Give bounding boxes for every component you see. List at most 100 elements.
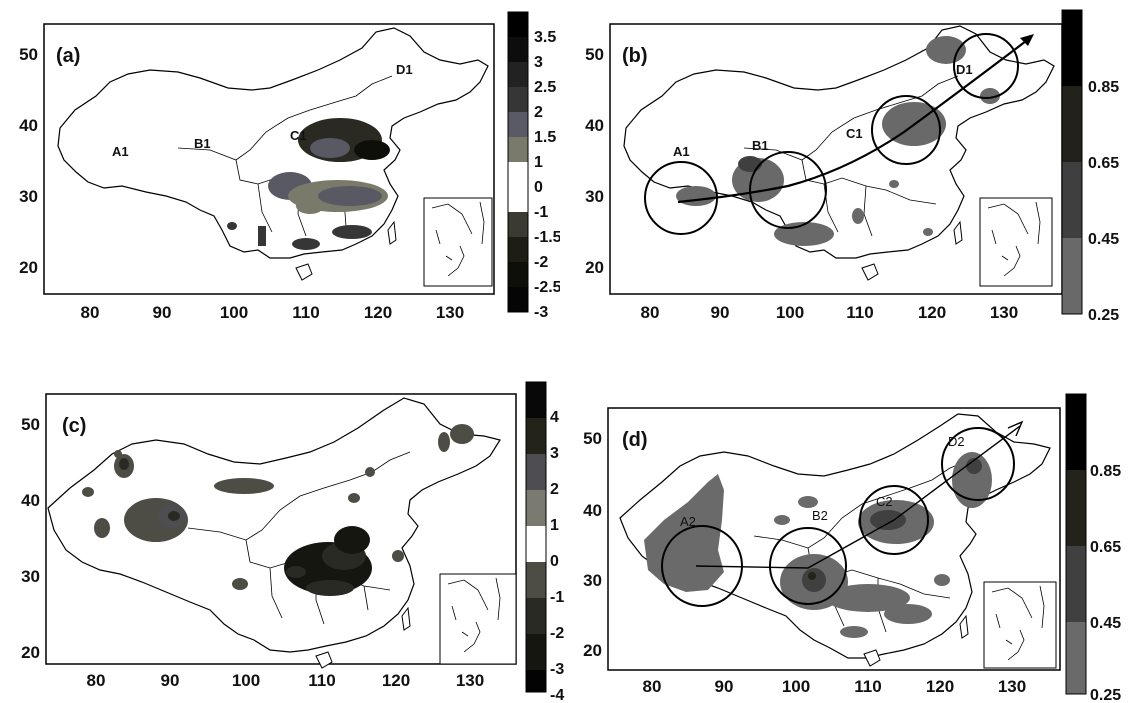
colorbar-tick: 2.5 bbox=[534, 79, 556, 96]
colorbar-tick: -4 bbox=[550, 687, 564, 703]
colorbar-ticks: 3.5 3 2.5 2 1.5 1 0 -1 -1.5 -2 -2.5 -3 bbox=[534, 29, 560, 321]
china-outline bbox=[623, 25, 1055, 259]
panel-label: (d) bbox=[622, 429, 648, 451]
region-label-c2: C2 bbox=[876, 494, 893, 509]
south-china-sea-inset bbox=[423, 197, 493, 287]
colorbar-tick: 1 bbox=[534, 154, 543, 171]
colorbar-tick: 3 bbox=[550, 445, 559, 462]
y-tick: 40 bbox=[19, 116, 38, 135]
x-tick: 80 bbox=[87, 671, 106, 690]
propagation-arrow bbox=[695, 425, 1021, 569]
colorbar-tick: 2 bbox=[534, 104, 543, 121]
colorbar-tick: -1 bbox=[534, 204, 548, 221]
colorbar-tick: -2 bbox=[550, 625, 564, 642]
x-tick: 130 bbox=[998, 677, 1026, 696]
colorbar bbox=[1061, 9, 1083, 315]
region-label-c1: C1 bbox=[846, 126, 863, 141]
taiwan-island bbox=[387, 220, 397, 245]
x-tick: 110 bbox=[292, 303, 319, 322]
region-label-b2: B2 bbox=[812, 508, 828, 523]
region-label-d2: D2 bbox=[948, 434, 965, 449]
y-axis: 50 40 30 20 bbox=[583, 429, 602, 660]
x-tick: 130 bbox=[436, 303, 464, 322]
colorbar-tick: 0.85 bbox=[1088, 79, 1119, 96]
panel-label: (a) bbox=[56, 45, 80, 67]
panel-label: (c) bbox=[62, 415, 86, 437]
x-axis: 80 90 100 110 120 130 bbox=[87, 671, 485, 690]
x-tick: 100 bbox=[232, 671, 260, 690]
colorbar-tick: 0 bbox=[550, 553, 559, 570]
x-tick: 80 bbox=[81, 303, 100, 322]
colorbar-ticks: 4 3 2 1 0 -1 -2 -3 -4 bbox=[550, 409, 564, 703]
region-label-a1: A1 bbox=[112, 144, 129, 159]
y-tick: 20 bbox=[21, 643, 40, 662]
colorbar-tick: 1.5 bbox=[534, 129, 556, 146]
china-outline bbox=[619, 413, 1051, 659]
map-frame bbox=[45, 393, 517, 665]
colorbar-tick: -3 bbox=[534, 304, 548, 321]
y-tick: 40 bbox=[585, 116, 604, 135]
y-tick: 30 bbox=[583, 571, 602, 590]
colorbar-tick: 4 bbox=[550, 409, 559, 426]
taiwan-island bbox=[953, 220, 963, 245]
y-tick: 20 bbox=[19, 258, 38, 277]
anomaly-contours bbox=[82, 424, 474, 596]
panel-a: (a) A1 B1 C1 D1 50 40 30 20 80 90 100 11… bbox=[19, 11, 560, 322]
x-axis: 80 90 100 110 120 130 bbox=[81, 303, 465, 322]
x-tick: 90 bbox=[161, 671, 180, 690]
colorbar-tick: 1 bbox=[550, 517, 559, 534]
region-circles bbox=[661, 427, 1015, 607]
y-axis: 50 40 30 20 bbox=[585, 45, 604, 277]
south-china-sea-inset bbox=[979, 197, 1053, 287]
y-tick: 20 bbox=[583, 641, 602, 660]
colorbar-tick: 3.5 bbox=[534, 29, 556, 46]
y-tick: 30 bbox=[585, 187, 604, 206]
anomaly-contours bbox=[227, 118, 390, 250]
y-axis: 50 40 30 20 bbox=[19, 45, 38, 277]
region-circle-c1 bbox=[871, 95, 941, 165]
x-tick: 120 bbox=[926, 677, 954, 696]
hainan-island bbox=[315, 651, 333, 669]
colorbar bbox=[507, 11, 529, 313]
arrowhead-icon bbox=[1007, 420, 1024, 437]
x-tick: 130 bbox=[456, 671, 484, 690]
arrowhead-icon bbox=[1020, 34, 1034, 46]
colorbar-tick: 0.45 bbox=[1088, 231, 1119, 248]
colorbar-tick: 0.25 bbox=[1088, 307, 1119, 324]
x-tick: 90 bbox=[715, 677, 734, 696]
x-tick: 100 bbox=[776, 303, 804, 322]
hainan-island bbox=[295, 263, 313, 281]
hainan-island bbox=[863, 649, 881, 667]
region-label-c1: C1 bbox=[290, 128, 307, 143]
region-label-b1: B1 bbox=[752, 138, 769, 153]
region-circle-a2 bbox=[661, 525, 743, 607]
x-axis: 80 90 100 110 120 130 bbox=[641, 303, 1019, 322]
x-tick: 90 bbox=[711, 303, 730, 322]
colorbar-tick: -2 bbox=[534, 254, 548, 271]
colorbar-tick: 0.65 bbox=[1090, 539, 1121, 556]
region-label-d1: D1 bbox=[396, 62, 413, 77]
panel-d: (d) A2 B2 C2 D2 50 40 30 20 bbox=[583, 393, 1121, 703]
x-tick: 120 bbox=[918, 303, 946, 322]
colorbar-tick: 0.85 bbox=[1090, 463, 1121, 480]
south-china-sea-inset bbox=[439, 573, 517, 665]
colorbar-tick: 3 bbox=[534, 54, 543, 71]
region-label-b1: B1 bbox=[194, 136, 211, 151]
x-tick: 110 bbox=[846, 303, 873, 322]
x-axis: 80 90 100 110 120 130 bbox=[643, 677, 1027, 696]
colorbar-tick: 0.65 bbox=[1088, 155, 1119, 172]
panel-label: (b) bbox=[622, 45, 648, 67]
y-tick: 30 bbox=[21, 567, 40, 586]
region-circle-b1 bbox=[749, 151, 827, 229]
x-tick: 100 bbox=[782, 677, 810, 696]
x-tick: 90 bbox=[153, 303, 172, 322]
panel-b: (b) A1 B1 C1 D1 50 40 30 20 80 90 100 bbox=[585, 9, 1119, 324]
y-tick: 50 bbox=[21, 415, 40, 434]
colorbar-tick: 2 bbox=[550, 481, 559, 498]
province-lines bbox=[753, 459, 971, 633]
map-frame bbox=[43, 23, 495, 295]
x-tick: 80 bbox=[643, 677, 662, 696]
china-outline bbox=[47, 397, 501, 653]
colorbar-ticks: 0.85 0.65 0.45 0.25 bbox=[1088, 79, 1119, 324]
colorbar bbox=[1065, 393, 1087, 695]
